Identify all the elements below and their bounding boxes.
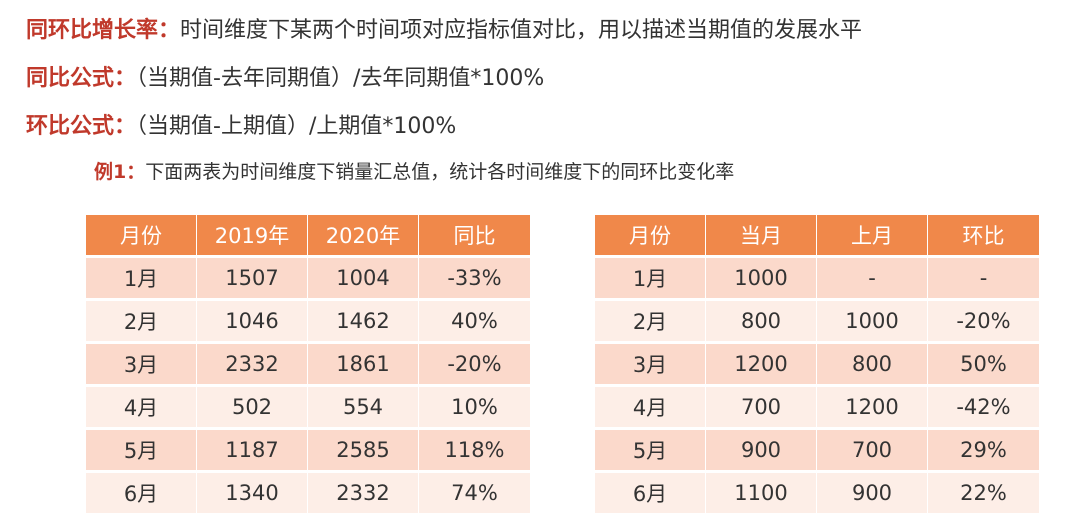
yoy-formula-line: 同比公式：（当期值-去年同期值）/去年同期值*100% <box>26 64 544 94</box>
mom-formula-key: 环比公式： <box>26 114 137 139</box>
table-cell: 1507 <box>197 258 308 298</box>
table-cell: 800 <box>817 344 928 384</box>
table-cell: 3月 <box>595 344 706 384</box>
definition-line: 同环比增长率：时间维度下某两个时间项对应指标值对比，用以描述当期值的发展水平 <box>26 16 862 46</box>
yoy-table-header-row: 月份 2019年 2020年 同比 <box>86 215 530 255</box>
table-row: 1月 1507 1004 -33% <box>86 258 530 298</box>
definition-text: 时间维度下某两个时间项对应指标值对比，用以描述当期值的发展水平 <box>180 18 863 43</box>
table-row: 5月 900 700 29% <box>595 430 1039 470</box>
table-cell: 554 <box>308 387 419 427</box>
example-line: 例1：下面两表为时间维度下销量汇总值，统计各时间维度下的同环比变化率 <box>94 158 734 186</box>
table-cell: 900 <box>706 430 817 470</box>
table-cell: 1000 <box>706 258 817 298</box>
table-cell: 1200 <box>706 344 817 384</box>
table-cell: 40% <box>419 301 530 341</box>
mom-table-header-row: 月份 当月 上月 环比 <box>595 215 1039 255</box>
table-cell: 1100 <box>706 473 817 513</box>
definition-key: 同环比增长率： <box>26 18 181 43</box>
table-cell: 5月 <box>595 430 706 470</box>
table-cell: 1340 <box>197 473 308 513</box>
table-cell: 1046 <box>197 301 308 341</box>
yoy-header-cell: 月份 <box>86 215 197 255</box>
yoy-formula-key: 同比公式： <box>26 66 137 91</box>
mom-header-cell: 当月 <box>706 215 817 255</box>
table-cell: 5月 <box>86 430 197 470</box>
table-row: 3月 2332 1861 -20% <box>86 344 530 384</box>
table-cell: 2月 <box>86 301 197 341</box>
table-cell: 1004 <box>308 258 419 298</box>
mom-header-cell: 月份 <box>595 215 706 255</box>
yoy-formula-text: （当期值-去年同期值）/去年同期值*100% <box>136 66 545 91</box>
table-cell: 700 <box>817 430 928 470</box>
table-cell: 22% <box>928 473 1039 513</box>
table-cell: 502 <box>197 387 308 427</box>
table-cell: 74% <box>419 473 530 513</box>
table-cell: 10% <box>419 387 530 427</box>
table-cell: 2332 <box>308 473 419 513</box>
table-cell: 1187 <box>197 430 308 470</box>
table-cell: 6月 <box>86 473 197 513</box>
table-cell: 1200 <box>817 387 928 427</box>
table-row: 1月 1000 - - <box>595 258 1039 298</box>
table-row: 4月 502 554 10% <box>86 387 530 427</box>
table-row: 6月 1100 900 22% <box>595 473 1039 513</box>
table-row: 2月 1046 1462 40% <box>86 301 530 341</box>
table-cell: 2585 <box>308 430 419 470</box>
table-cell: 3月 <box>86 344 197 384</box>
example-key: 例1： <box>94 161 146 183</box>
table-row: 3月 1200 800 50% <box>595 344 1039 384</box>
table-cell: 2月 <box>595 301 706 341</box>
table-cell: 700 <box>706 387 817 427</box>
table-cell: 1月 <box>595 258 706 298</box>
table-cell: - <box>817 258 928 298</box>
yoy-header-cell: 同比 <box>419 215 530 255</box>
table-row: 5月 1187 2585 118% <box>86 430 530 470</box>
yoy-header-cell: 2020年 <box>308 215 419 255</box>
table-cell: -42% <box>928 387 1039 427</box>
table-cell: - <box>928 258 1039 298</box>
table-cell: 4月 <box>595 387 706 427</box>
mom-formula-line: 环比公式：（当期值-上期值）/上期值*100% <box>26 112 456 142</box>
mom-header-cell: 环比 <box>928 215 1039 255</box>
table-cell: 800 <box>706 301 817 341</box>
yoy-header-cell: 2019年 <box>197 215 308 255</box>
table-cell: -20% <box>419 344 530 384</box>
table-cell: 29% <box>928 430 1039 470</box>
table-cell: 1月 <box>86 258 197 298</box>
example-text: 下面两表为时间维度下销量汇总值，统计各时间维度下的同环比变化率 <box>145 161 735 183</box>
table-row: 4月 700 1200 -42% <box>595 387 1039 427</box>
mom-formula-text: （当期值-上期值）/上期值*100% <box>136 114 457 139</box>
table-cell: 6月 <box>595 473 706 513</box>
mom-table: 月份 当月 上月 环比 1月 1000 - - 2月 800 1000 -20%… <box>595 212 1039 516</box>
table-cell: 1462 <box>308 301 419 341</box>
table-cell: 2332 <box>197 344 308 384</box>
table-row: 2月 800 1000 -20% <box>595 301 1039 341</box>
table-cell: 50% <box>928 344 1039 384</box>
table-cell: 1000 <box>817 301 928 341</box>
table-row: 6月 1340 2332 74% <box>86 473 530 513</box>
yoy-table: 月份 2019年 2020年 同比 1月 1507 1004 -33% 2月 1… <box>86 212 530 516</box>
table-cell: 1861 <box>308 344 419 384</box>
table-cell: -20% <box>928 301 1039 341</box>
mom-header-cell: 上月 <box>817 215 928 255</box>
table-cell: 900 <box>817 473 928 513</box>
table-cell: 4月 <box>86 387 197 427</box>
table-cell: 118% <box>419 430 530 470</box>
table-cell: -33% <box>419 258 530 298</box>
